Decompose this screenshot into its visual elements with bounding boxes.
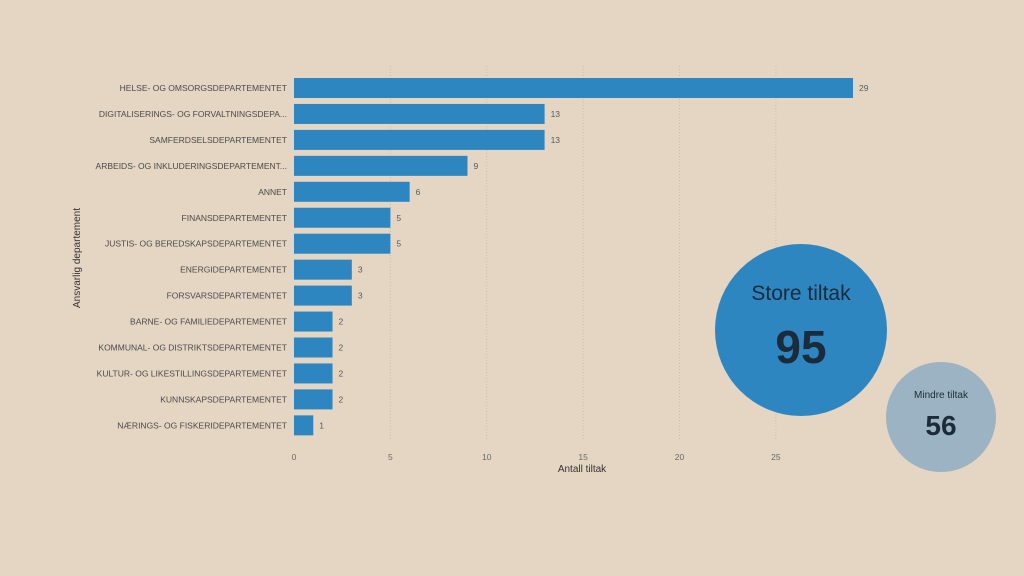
bar[interactable] [294,389,333,410]
category-label: KOMMUNAL- OG DISTRIKTSDEPARTEMENTET [98,343,287,353]
value-label: 3 [358,265,363,275]
category-label: DIGITALISERINGS- OG FORVALTNINGSDEPA... [99,109,287,119]
x-tick-label: 20 [675,452,685,462]
category-label: BARNE- OG FAMILIEDEPARTEMENTET [130,317,287,327]
bar[interactable] [294,363,333,384]
category-label: ANNET [258,187,287,197]
category-label: KULTUR- OG LIKESTILLINGSDEPARTEMENTET [97,368,287,378]
value-label: 13 [551,135,561,145]
value-label: 29 [859,83,869,93]
category-label: FORSVARSDEPARTEMENTET [167,291,287,301]
store-tiltak-kpi: Store tiltak 95 [715,244,887,416]
value-label: 6 [416,187,421,197]
bar[interactable] [294,415,314,436]
value-label: 5 [396,213,401,223]
mindre-tiltak-value: 56 [925,410,957,441]
bar[interactable] [294,155,468,176]
value-label: 2 [339,394,344,404]
category-label: JUSTIS- OG BEREDSKAPSDEPARTEMENTET [105,239,287,249]
category-label: KUNNSKAPSDEPARTEMENTET [160,394,287,404]
store-tiltak-value: 95 [775,321,827,373]
bar[interactable] [294,207,391,228]
value-label: 3 [358,291,363,301]
bar[interactable] [294,181,410,202]
store-tiltak-label: Store tiltak [751,282,851,305]
bar[interactable] [294,78,853,98]
value-label: 9 [473,161,478,171]
value-label: 2 [339,343,344,353]
bar[interactable] [294,311,333,332]
mindre-tiltak-label: Mindre tiltak [914,390,968,401]
category-label: FINANSDEPARTEMENTET [182,213,287,223]
value-label: 13 [551,109,561,119]
bar[interactable] [294,103,545,124]
x-tick-label: 25 [771,452,781,462]
value-label: 5 [396,239,401,249]
bar[interactable] [294,337,333,358]
value-label: 2 [339,317,344,327]
category-label: ARBEIDS- OG INKLUDERINGSDEPARTEMENT... [96,161,287,171]
category-label: NÆRINGS- OG FISKERIDEPARTEMENTET [117,420,287,430]
category-label: ENERGIDEPARTEMENTET [180,265,287,275]
bar[interactable] [294,259,352,280]
x-tick-label: 5 [388,452,393,462]
x-tick-label: 0 [292,452,297,462]
bar[interactable] [294,233,391,254]
bar[interactable] [294,129,545,150]
category-label: SAMFERDSELSDEPARTEMENTET [149,135,287,145]
x-tick-label: 10 [482,452,492,462]
value-label: 2 [339,368,344,378]
x-tick-label: 15 [578,452,588,462]
category-label: HELSE- OG OMSORGSDEPARTEMENTET [120,83,287,93]
x-axis-title: Antall tiltak [558,464,607,475]
bar[interactable] [294,285,352,306]
y-axis-title: Ansvarlig departement [72,208,83,308]
value-label: 1 [319,420,324,430]
mindre-tiltak-kpi: Mindre tiltak 56 [886,362,996,472]
